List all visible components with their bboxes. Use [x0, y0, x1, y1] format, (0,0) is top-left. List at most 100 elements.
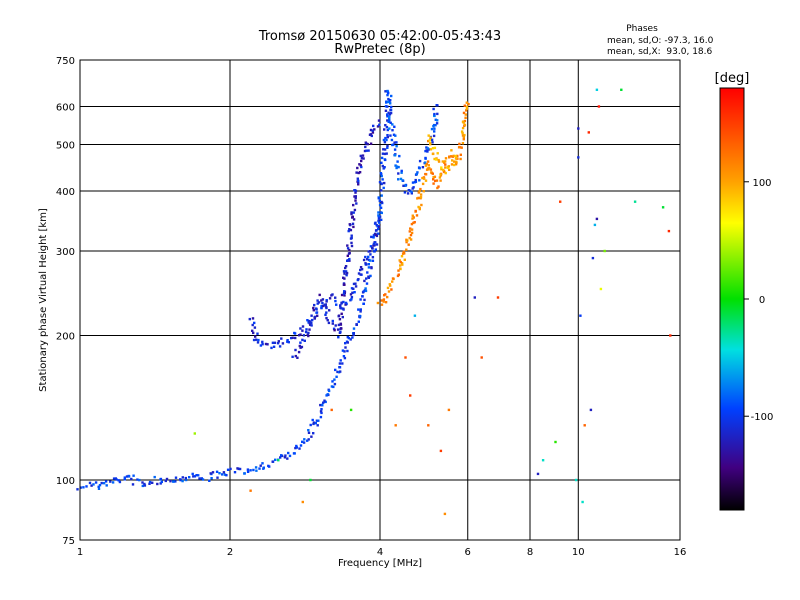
scatter-point [554, 440, 557, 444]
trace-point [351, 336, 354, 339]
trace-point [271, 460, 274, 463]
trace-point [352, 287, 355, 290]
trace-point [197, 474, 200, 477]
trace-point [424, 156, 427, 160]
trace-point [306, 319, 309, 322]
trace-point [378, 123, 381, 126]
trace-point [405, 238, 408, 241]
trace-point [376, 125, 380, 128]
trace-point [280, 337, 283, 340]
trace-point [402, 184, 405, 187]
trace-point [336, 370, 339, 374]
trace-point [380, 182, 383, 185]
trace-point [295, 444, 298, 448]
trace-point [335, 303, 338, 306]
trace-point [215, 470, 219, 473]
scatter-point [577, 127, 580, 130]
trace-point [433, 127, 436, 130]
trace-point [343, 283, 346, 286]
trace-point [343, 277, 346, 280]
scatter-point [473, 296, 476, 299]
trace-point [328, 309, 331, 312]
trace-point [383, 128, 386, 131]
scatter-point [427, 424, 430, 427]
scatter-point [301, 500, 304, 504]
trace-point [420, 203, 423, 207]
trace-point [413, 181, 417, 184]
trace-point [312, 309, 315, 312]
trace-point [248, 317, 251, 321]
trace-point [322, 401, 325, 404]
trace-point [410, 192, 413, 195]
trace-point [131, 483, 135, 486]
trace-point [372, 242, 376, 245]
trace-point [346, 349, 349, 353]
trace-point [236, 467, 239, 470]
trace-point [345, 274, 348, 277]
trace-point [365, 263, 368, 266]
trace-point [343, 290, 346, 293]
trace-point [321, 301, 324, 305]
trace-point [293, 332, 297, 335]
scatter-point [330, 408, 333, 412]
trace-point [371, 131, 375, 134]
trace-point [384, 158, 387, 162]
trace-point [390, 94, 393, 98]
trace-point [350, 244, 354, 248]
trace-point [337, 314, 341, 317]
trace-point [302, 441, 306, 444]
trace-point [348, 257, 351, 261]
scatter-point [603, 249, 606, 253]
trace-point [360, 165, 363, 169]
trace-point [143, 482, 146, 486]
trace-point [307, 334, 310, 338]
trace-point [366, 142, 369, 146]
trace-point [344, 265, 348, 268]
trace-point [437, 160, 441, 163]
trace-point [375, 243, 379, 246]
trace-point [384, 293, 387, 296]
trace-point [372, 250, 376, 253]
trace-point [413, 221, 416, 224]
scatter-point [447, 408, 451, 412]
trace-point [386, 93, 389, 97]
trace-point [380, 189, 383, 192]
trace-point [371, 256, 375, 259]
trace-point [405, 248, 408, 251]
trace-point [444, 171, 447, 175]
trace-point [291, 355, 294, 358]
trace-point [419, 193, 423, 196]
trace-point [439, 179, 442, 182]
trace-point [218, 472, 221, 475]
trace-point [169, 480, 172, 483]
trace-point [365, 282, 369, 285]
trace-point [325, 311, 328, 314]
trace-point [298, 344, 301, 348]
trace-point [354, 191, 357, 194]
trace-point [252, 331, 255, 335]
trace-point [389, 111, 393, 115]
trace-point [460, 130, 464, 133]
trace-point [325, 300, 328, 303]
colorbar-label: [deg] [715, 71, 750, 86]
trace-point [315, 419, 319, 422]
trace-point [408, 236, 411, 240]
trace-point [388, 117, 391, 120]
trace-point [450, 163, 454, 166]
trace-point [259, 464, 262, 467]
trace-point [410, 231, 414, 235]
trace-point [382, 186, 385, 190]
trace-point [352, 211, 355, 214]
trace-point [357, 179, 360, 183]
trace-point [419, 187, 422, 191]
trace-point [259, 344, 263, 347]
trace-point [432, 134, 436, 138]
trace-point [277, 340, 280, 343]
trace-point [434, 158, 438, 161]
trace-point [387, 97, 390, 101]
trace-point [233, 471, 237, 474]
scatter-point [349, 408, 353, 412]
trace-point [330, 385, 334, 388]
trace-point [349, 228, 353, 232]
